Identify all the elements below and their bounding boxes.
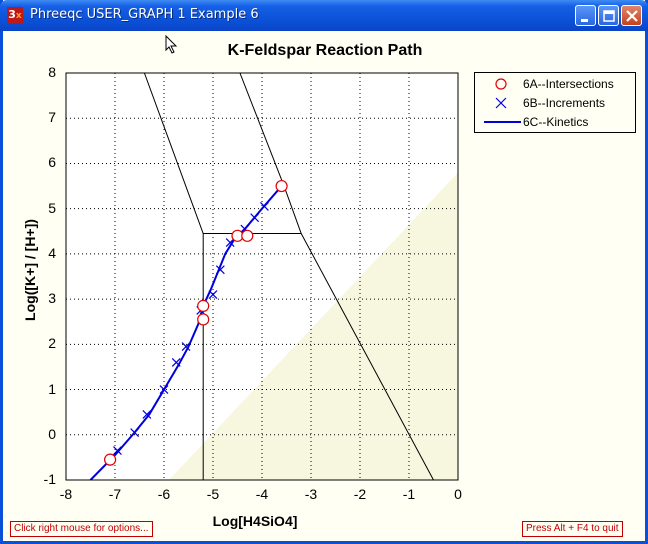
minimize-button[interactable] [575,5,596,26]
phase-boundary-line [143,73,204,234]
phreeqc-app-icon[interactable]: 3x [7,7,23,23]
x-tick-label: -1 [402,486,416,502]
legend-label: 6B--Increments [523,96,606,110]
x-tick-label: -3 [304,486,318,502]
legend-label: 6C--Kinetics [523,115,589,129]
x-axis-label: Log[H4SiO4] [212,513,298,529]
circle-marker-icon [495,78,507,90]
mouse-cursor-icon [165,35,178,54]
increment-point [250,213,260,223]
y-tick-label: 2 [48,335,56,352]
y-tick-label: 4 [48,244,56,261]
x-tick-label: -2 [353,486,367,502]
stability-field-shading [168,172,458,480]
x-tick-label: -8 [59,486,73,502]
increment-point [208,290,218,300]
x-tick-label: -4 [255,486,269,502]
plot-frame [65,72,459,481]
options-hint-button[interactable]: Click right mouse for options... [10,521,153,537]
phase-boundary-line [239,73,285,187]
x-tick-label: -6 [157,486,171,502]
increment-point [225,238,235,248]
y-tick-label: 6 [48,154,56,171]
increment-point [215,265,225,275]
increment-point [260,201,269,211]
y-tick-label: 7 [48,109,56,126]
phase-boundary-line [300,233,434,480]
y-tick-label: -1 [43,471,56,487]
increment-point [159,385,169,394]
maximize-button[interactable] [598,5,619,26]
y-axis-label: Log([K+] / [H+]) [22,219,38,321]
phase-boundary-line [283,185,302,234]
line-marker-icon [484,121,521,123]
x-tick-label: -5 [206,486,220,502]
close-button[interactable] [621,5,642,26]
legend-item-intersections: 6A--Intersections [475,75,635,93]
y-tick-label: 8 [48,64,56,80]
x-tick-label: 0 [454,486,462,502]
increment-point [171,357,181,367]
title-bar[interactable]: 3x Phreeqc USER_GRAPH 1 Example 6 [0,0,648,31]
increment-point [113,446,122,456]
x-marker-icon [495,97,507,109]
intersection-point [275,179,288,193]
increment-point [142,410,152,419]
increment-point [181,342,191,352]
window-title: Phreeqc USER_GRAPH 1 Example 6 [30,7,259,22]
y-tick-label: 1 [48,380,56,397]
legend-item-kinetics: 6C--Kinetics [475,113,635,131]
y-tick-label: 5 [48,199,56,216]
chart-plot-area[interactable] [0,31,648,521]
intersection-point [197,299,210,312]
intersection-point [197,313,210,326]
intersection-point [103,453,117,466]
legend-label: 6A--Intersections [523,77,614,91]
x-tick-label: -7 [108,486,122,502]
intersection-point [241,229,254,242]
increment-point [130,428,140,437]
chart-legend: 6A--Intersections 6B--Increments 6C--Kin… [474,72,636,133]
close-icon [626,10,638,22]
y-tick-label: 0 [48,425,56,442]
maximize-icon [603,10,615,22]
chart-title: K-Feldspar Reaction Path [227,42,423,59]
quit-hint-button[interactable]: Press Alt + F4 to quit [522,521,623,537]
legend-item-increments: 6B--Increments [475,94,635,112]
y-tick-label: 3 [48,290,56,307]
minimize-icon [581,19,588,22]
